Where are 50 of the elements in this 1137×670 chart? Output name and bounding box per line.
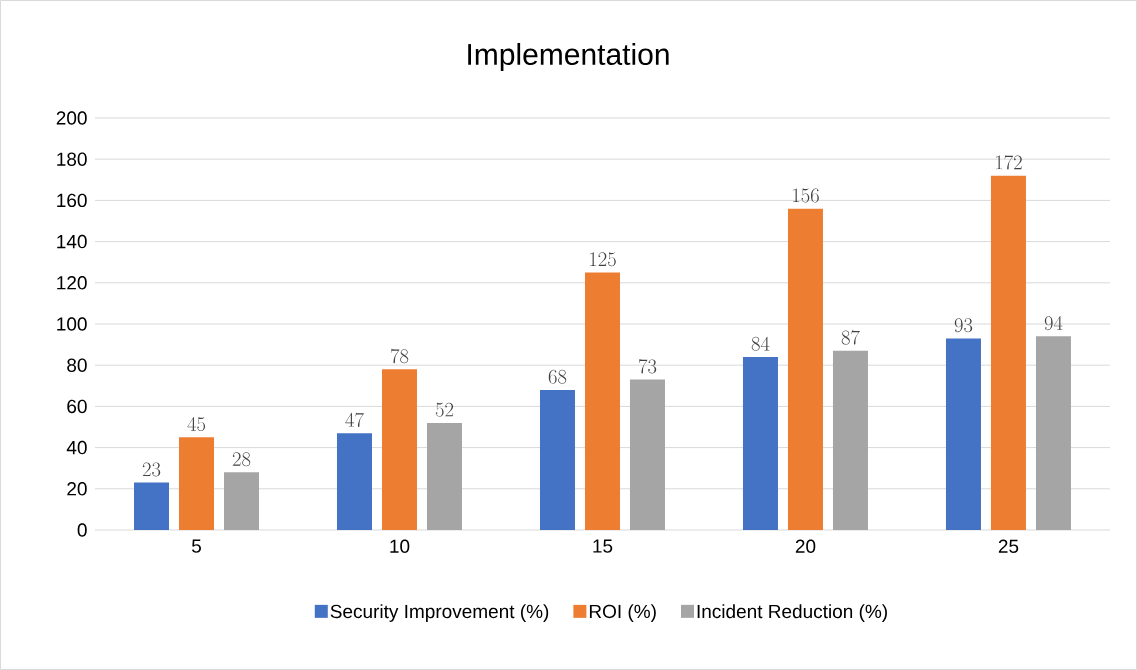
data-label: 94 [1044, 316, 1063, 331]
y-tick-label: 20 [67, 482, 87, 496]
bar [381, 369, 417, 530]
legend-label: ROI (%) [589, 604, 656, 622]
data-label: 172 [996, 155, 1022, 170]
bar [832, 350, 868, 530]
bar [539, 389, 575, 530]
y-tick-label: 100 [57, 317, 87, 331]
bar [224, 472, 259, 530]
y-tick-label: 60 [67, 399, 87, 414]
x-tick-label: 15 [593, 539, 613, 553]
data-label: 84 [751, 336, 770, 351]
data-label: 47 [345, 412, 364, 427]
data-label: 78 [390, 348, 409, 364]
bar [1035, 336, 1071, 530]
bar [742, 356, 778, 530]
x-tick-label: 5 [191, 539, 201, 553]
data-label: 156 [793, 188, 819, 203]
bar [990, 175, 1026, 530]
y-tick-label: 200 [56, 111, 87, 125]
data-label: 28 [232, 452, 251, 467]
y-tick-label: 160 [57, 193, 87, 208]
data-label: 93 [954, 318, 973, 333]
bar [945, 338, 981, 530]
x-tick-label: 25 [998, 539, 1019, 553]
legend-label: Security Improvement (%) [330, 604, 549, 622]
bar [336, 433, 372, 530]
y-tick-label: 0 [77, 523, 87, 537]
bar [134, 482, 169, 530]
bar [584, 272, 620, 530]
y-tick-label: 120 [57, 276, 87, 290]
bar [787, 208, 823, 530]
data-label: 125 [590, 252, 616, 267]
bar [426, 422, 462, 530]
data-label: 73 [638, 359, 657, 374]
data-label: 68 [548, 369, 567, 384]
data-label: 23 [142, 462, 161, 477]
legend-label: Incident Reduction (%) [697, 604, 887, 622]
bar [629, 379, 665, 530]
chart-title: Implementation [468, 43, 669, 71]
y-tick-label: 180 [57, 152, 87, 166]
data-label: 52 [435, 402, 454, 417]
y-tick-label: 80 [67, 358, 87, 372]
x-tick-label: 20 [795, 539, 816, 553]
y-tick-label: 140 [57, 234, 87, 249]
data-label: 87 [841, 330, 860, 345]
y-tick-label: 40 [66, 440, 87, 455]
x-tick-label: 10 [390, 539, 410, 553]
bar [179, 437, 214, 530]
data-label: 45 [187, 416, 206, 432]
